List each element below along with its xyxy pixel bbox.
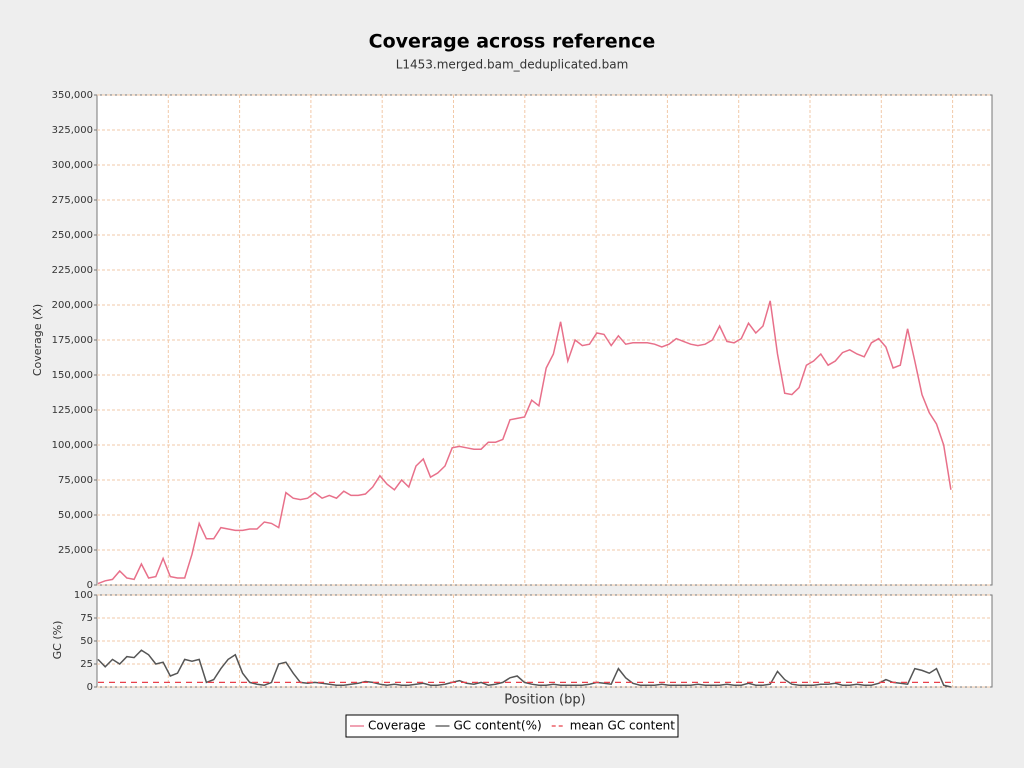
y-axis-label: GC (%) [51, 621, 64, 660]
y-tick-label: 175,000 [52, 335, 93, 346]
y-tick-label: 325,000 [52, 125, 93, 136]
y-tick-label: 200,000 [52, 300, 93, 311]
legend-label: Coverage [368, 719, 426, 733]
y-tick-label: 225,000 [52, 265, 93, 276]
y-tick-label: 100 [74, 590, 93, 601]
y-tick-label: 100,000 [52, 440, 93, 451]
y-axis-label: Coverage (X) [31, 304, 44, 376]
y-tick-label: 300,000 [52, 160, 93, 171]
data-line [97, 649, 952, 688]
y-tick-label: 25 [80, 659, 93, 670]
legend-label: mean GC content [570, 719, 676, 733]
y-tick-label: 350,000 [52, 90, 93, 101]
legend [345, 714, 679, 738]
legend-label: GC content(%) [454, 719, 542, 733]
y-tick-label: 50,000 [58, 510, 93, 521]
legend-items: Coverage GC content(%) mean GC content [350, 719, 675, 733]
y-tick-label: 50 [80, 636, 93, 647]
chart-title: Coverage across reference [369, 31, 656, 53]
y-tick-label: 125,000 [52, 405, 93, 416]
y-tick-label: 75,000 [58, 475, 93, 486]
y-tick-label: 0 [87, 682, 93, 693]
chart-subtitle: L1453.merged.bam_deduplicated.bam [396, 58, 629, 72]
y-tick-label: 75 [80, 613, 93, 624]
y-tick-label: 150,000 [52, 370, 93, 381]
y-tick-label: 0 [87, 580, 93, 591]
y-tick-label: 250,000 [52, 230, 93, 241]
y-tick-label: 275,000 [52, 195, 93, 206]
x-axis-label: Position (bp) [504, 693, 585, 708]
y-tick-label: 25,000 [58, 545, 93, 556]
data-line [97, 300, 952, 585]
